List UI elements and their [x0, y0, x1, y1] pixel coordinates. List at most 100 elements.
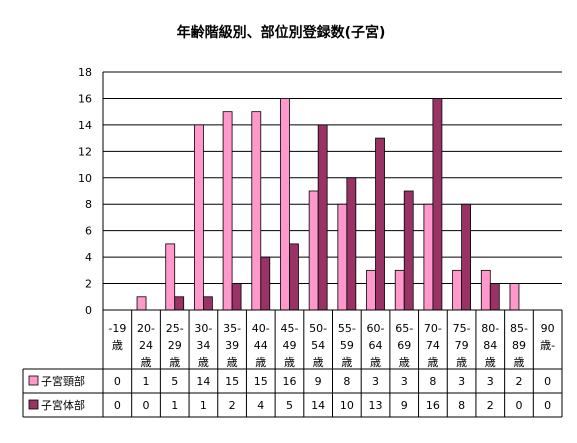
bar-cervix [251, 111, 262, 311]
table-cell: 2 [487, 399, 494, 412]
bar-cervix [452, 269, 462, 311]
table-cell: 0 [143, 399, 150, 412]
category-label: 69 [397, 339, 411, 352]
category-label: 29 [168, 339, 182, 352]
category-label: 歳 [427, 356, 438, 369]
bar-cervix [366, 269, 376, 311]
category-label: 歳 [141, 356, 152, 369]
category-label: 歳 [370, 356, 381, 369]
category-label: 84 [483, 339, 497, 352]
category-label: 85- [510, 322, 528, 335]
table-cell: 3 [458, 375, 465, 388]
table-cell: 0 [515, 399, 522, 412]
category-label: 歳 [456, 356, 467, 369]
category-label: 79 [455, 339, 469, 352]
category-label: 歳 [255, 356, 266, 369]
category-label: 45- [280, 322, 298, 335]
table-cell: 16 [426, 399, 440, 412]
table-cell: 0 [544, 399, 551, 412]
category-label: 89 [512, 339, 526, 352]
chart-title: 年齢階級別、部位別登録数(子宮) [177, 24, 386, 41]
category-label: 歳 [284, 356, 295, 369]
table-cell: 15 [225, 375, 239, 388]
bar-corpus [174, 296, 185, 311]
category-label: 歳 [513, 356, 524, 369]
table-cell: 14 [196, 375, 210, 388]
table-cell: 2 [229, 399, 236, 412]
table-cell: 2 [515, 375, 522, 388]
category-label: 39 [225, 339, 239, 352]
table-cell: 1 [171, 399, 178, 412]
category-label: 55- [338, 322, 356, 335]
category-label: 40- [252, 322, 270, 335]
category-label: 59 [340, 339, 354, 352]
bar-corpus [289, 243, 299, 311]
bar-cervix [480, 269, 491, 311]
category-label: 64 [369, 339, 383, 352]
bar-corpus [403, 190, 414, 311]
category-label: 80- [481, 322, 499, 335]
category-label: 歳 [112, 339, 123, 352]
category-label: 49 [282, 339, 296, 352]
category-label: 50- [309, 322, 327, 335]
table-cell: 8 [429, 375, 436, 388]
category-label: 20- [137, 322, 155, 335]
category-label: 歳- [540, 339, 555, 352]
category-label: 歳 [485, 356, 496, 369]
legend-key-cervix [28, 375, 39, 386]
y-tick-label: 18 [78, 66, 92, 79]
legend-label: 子宮体部 [41, 398, 85, 412]
bar-corpus [461, 203, 471, 311]
category-label: 34 [196, 339, 210, 352]
table-cell: 0 [114, 399, 121, 412]
legend-key-corpus [28, 399, 39, 410]
bar-corpus [317, 124, 328, 311]
y-tick-label: 0 [85, 304, 92, 317]
category-label: -19 [108, 322, 126, 335]
y-tick-label: 12 [78, 145, 92, 158]
table-cell: 9 [401, 399, 408, 412]
category-label: 75- [453, 322, 471, 335]
category-label: 90 [541, 322, 555, 335]
table-cell: 1 [200, 399, 207, 412]
table-cell: 8 [343, 375, 350, 388]
category-label: 74 [426, 339, 440, 352]
category-label: 35- [223, 322, 241, 335]
category-label: 歳 [399, 356, 410, 369]
bar-corpus [231, 283, 242, 311]
category-label: 70- [424, 322, 442, 335]
y-tick-label: 6 [85, 225, 92, 238]
bar-cervix [280, 98, 290, 311]
bar-cervix [136, 296, 147, 311]
y-tick-label: 16 [78, 92, 92, 105]
y-axis-ticks: 0 2 4 6 8 10 12 14 16 18 [78, 66, 92, 317]
category-label: 24 [139, 339, 153, 352]
bar-cervix [423, 203, 434, 311]
table-cell: 13 [369, 399, 383, 412]
table-cell: 0 [544, 375, 551, 388]
table-cell: 14 [311, 399, 325, 412]
bar-corpus [260, 256, 271, 311]
y-tick-label: 4 [85, 251, 92, 264]
category-label: 歳 [313, 356, 324, 369]
table-cell: 16 [282, 375, 296, 388]
legend-label: 子宮頸部 [41, 374, 85, 388]
category-label: 44 [254, 339, 268, 352]
category-label: 25- [166, 322, 184, 335]
bar-cervix [194, 124, 204, 311]
bar-cervix [509, 283, 520, 311]
y-tick-label: 8 [85, 198, 92, 211]
table-cell: 8 [458, 399, 465, 412]
data-table: -19歳20-24歳25-29歳30-34歳35-39歳40-44歳45-49歳… [22, 310, 563, 418]
category-label: 歳 [169, 356, 180, 369]
table-cell: 4 [257, 399, 264, 412]
table-cell: 15 [254, 375, 268, 388]
grid [103, 71, 562, 285]
y-tick-label: 2 [85, 278, 92, 291]
bar-corpus [203, 296, 213, 311]
category-label: 30- [194, 322, 212, 335]
bar-corpus [346, 177, 357, 311]
table-cell: 3 [372, 375, 379, 388]
category-label: 54 [311, 339, 325, 352]
